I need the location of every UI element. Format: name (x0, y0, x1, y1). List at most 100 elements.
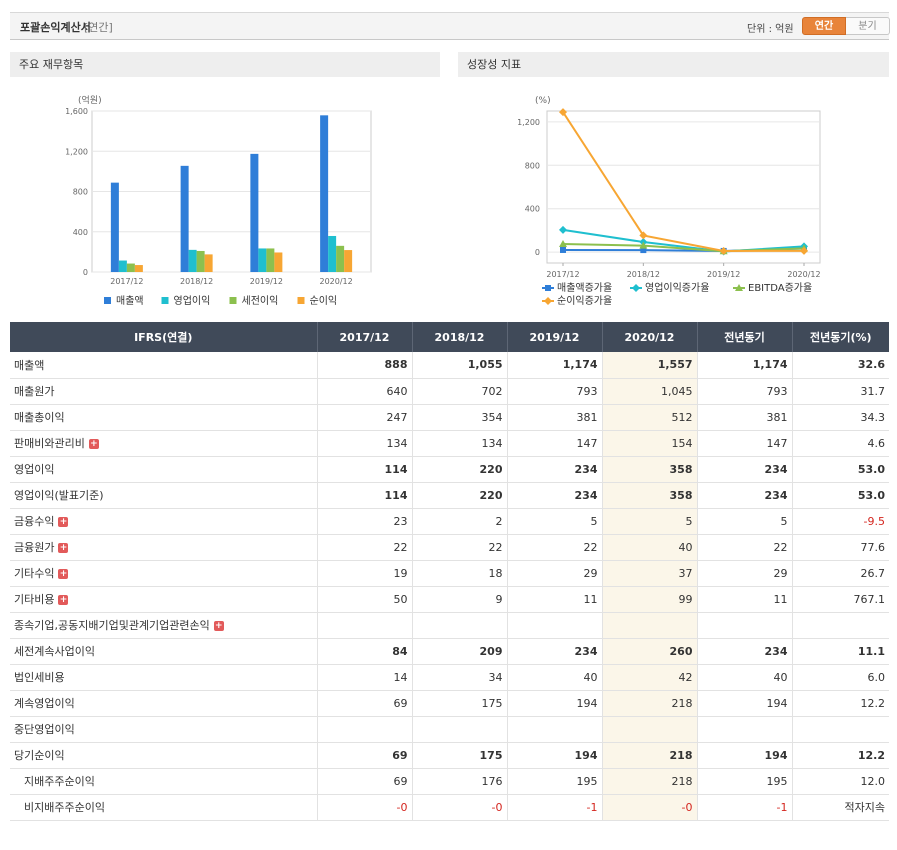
table-row: 당기순이익 69 175 194 218 194 12.2 (10, 742, 889, 769)
table-cell: 적자지속 (792, 794, 889, 821)
row-label: 영업이익 (10, 456, 318, 483)
expand-plus-icon[interactable]: + (58, 517, 69, 527)
table-cell: 4.6 (792, 430, 889, 457)
table-cell: 2 (412, 508, 508, 535)
table-cell: 50 (317, 586, 413, 613)
table-cell: 29 (697, 560, 793, 587)
table-cell: 195 (507, 768, 603, 795)
row-label: 법인세비용 (10, 664, 318, 691)
row-label: 세전계속사업이익 (10, 638, 318, 665)
row-label-text: 비지배주주순이익 (24, 801, 105, 814)
statement-period: [연간] (84, 21, 113, 34)
legend-swatch (297, 297, 305, 304)
table-cell: 194 (697, 690, 793, 717)
table-cell: 1,557 (602, 352, 698, 379)
table-cell: 702 (412, 378, 508, 405)
expand-plus-icon[interactable]: + (58, 569, 69, 579)
annual-toggle-button[interactable]: 연간 (802, 17, 846, 35)
table-cell: 234 (507, 638, 603, 665)
table-cell: 37 (602, 560, 698, 587)
table-cell: 99 (602, 586, 698, 613)
bar (336, 245, 345, 272)
data-point (640, 247, 647, 254)
table-cell: 381 (507, 404, 603, 431)
table-cell: 84 (317, 638, 413, 665)
table-row: 금융원가 +22 22 22 40 22 77.6 (10, 534, 889, 561)
row-label-text: 기타비용 (14, 593, 55, 606)
table-cell: 69 (317, 742, 413, 769)
x-tick-label: 2018/12 (180, 277, 213, 286)
row-label-text: 당기순이익 (14, 749, 65, 762)
table-cell: 1,174 (507, 352, 603, 379)
table-cell (507, 612, 603, 639)
table-cell: -1 (697, 794, 793, 821)
table-cell (507, 716, 603, 743)
table-cell: 1,045 (602, 378, 698, 405)
table-cell: 209 (412, 638, 508, 665)
column-header-period: 2020/12 (602, 322, 698, 352)
bar (320, 115, 329, 272)
row-label: 비지배주주순이익 (10, 794, 318, 821)
x-tick-label: 2017/12 (546, 270, 579, 279)
table-cell: 9 (412, 586, 508, 613)
statement-title: 포괄손익계산서 (20, 21, 91, 34)
column-header-item: IFRS(연결) (10, 322, 318, 352)
expand-plus-icon[interactable]: + (88, 439, 99, 449)
bar (274, 252, 283, 272)
row-label: 판매비와관리비 + (10, 430, 318, 457)
table-cell: -9.5 (792, 508, 889, 535)
data-point (560, 246, 566, 253)
table-cell: 114 (317, 456, 413, 483)
table-cell: 29 (507, 560, 603, 587)
bar (188, 249, 197, 272)
table-cell (792, 716, 889, 743)
y-axis-unit-label: (%) (535, 96, 551, 106)
y-tick-label: 0 (535, 248, 540, 257)
table-cell: 34 (412, 664, 508, 691)
row-label: 영업이익(발표기준) (10, 482, 318, 509)
statement-header: 포괄손익계산서 [연간] 단위 : 억원 연간 분기 (10, 12, 890, 40)
x-tick-label: 2020/12 (787, 270, 820, 279)
expand-plus-icon[interactable]: + (58, 595, 69, 605)
table-cell: 5 (602, 508, 698, 535)
table-row: 중단영업이익 (10, 716, 889, 743)
legend-label: 영업이익증가율 (645, 281, 709, 294)
bar (250, 153, 259, 272)
table-cell: -0 (317, 794, 413, 821)
legend-swatch (104, 297, 111, 304)
data-point (719, 246, 728, 255)
y-tick-label: 400 (525, 205, 540, 214)
table-row: 영업이익 114 220 234 358 234 53.0 (10, 456, 889, 483)
table-cell: 53.0 (792, 456, 889, 483)
table-cell: 42 (602, 664, 698, 691)
quarter-toggle-button[interactable]: 분기 (846, 17, 890, 35)
table-cell: 358 (602, 482, 698, 509)
expand-plus-icon[interactable]: + (213, 621, 224, 631)
legend-label: 매출액 (116, 295, 144, 307)
row-label-text: 판매비와관리비 (14, 437, 85, 450)
table-cell: 5 (697, 508, 793, 535)
table-row: 종속기업,공동지배기업및관계기업관련손익 + (10, 612, 889, 639)
x-tick-label: 2020/12 (320, 277, 353, 286)
table-row: 계속영업이익 69 175 194 218 194 12.2 (10, 690, 889, 717)
income-statement-table: IFRS(연결) 2017/12 2018/12 2019/12 2020/12 전년동기… (10, 322, 889, 821)
table-row: 금융수익 +23 2 5 5 5 -9.5 (10, 508, 889, 535)
row-label: 금융원가 + (10, 534, 318, 561)
table-cell: 234 (697, 456, 793, 483)
table-cell: 40 (602, 534, 698, 561)
table-cell: 77.6 (792, 534, 889, 561)
bar (134, 265, 143, 272)
column-header-period: 전년동기(%) (792, 322, 889, 352)
table-cell: 793 (507, 378, 603, 405)
table-cell (412, 612, 508, 639)
table-cell: 32.6 (792, 352, 889, 379)
row-label-text: 영업이익(발표기준) (14, 489, 104, 502)
growth-panel-title: 성장성 지표 (458, 52, 889, 77)
bar (180, 165, 189, 272)
table-cell: 14 (317, 664, 413, 691)
expand-plus-icon[interactable]: + (58, 543, 69, 553)
table-cell: 31.7 (792, 378, 889, 405)
legend-marker (632, 284, 640, 292)
table-cell: 12.0 (792, 768, 889, 795)
row-label: 기타수익 + (10, 560, 318, 587)
